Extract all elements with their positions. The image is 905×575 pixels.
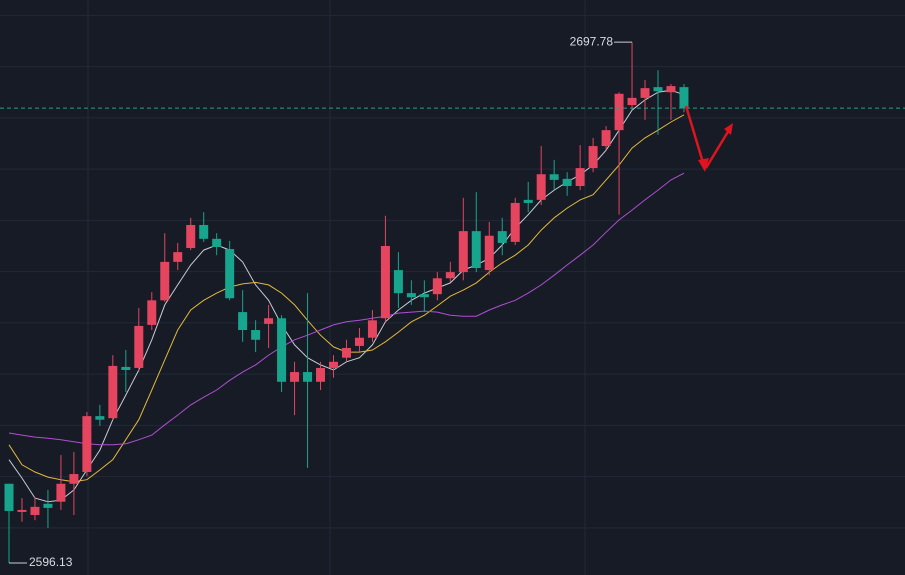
high-label: 2697.78 [570,34,614,48]
candle-body [290,372,300,382]
candles [4,42,689,564]
candle-body [471,231,481,269]
candle-body [562,178,572,187]
candle-body [419,294,429,298]
candle-body [121,366,131,371]
candle-body [238,312,248,331]
candle-body [666,86,676,93]
candle-body [134,325,144,368]
candle-body [303,372,313,382]
candle-body [264,318,274,324]
candle-body [614,93,624,131]
candle-body [653,87,663,92]
candle-body [341,347,351,358]
candle-body [30,506,40,516]
candle-body [225,249,235,299]
candle-body [380,245,390,319]
candle-body [173,252,183,262]
candle-body [458,231,468,273]
arrow-head [698,158,709,172]
candle-body [445,272,455,279]
candle-body [43,503,53,508]
candle-body [329,361,338,368]
candle-body [160,261,170,301]
candle-body [510,202,520,242]
candle-body [640,88,650,98]
candle-body [549,174,559,180]
candle-body [432,278,442,295]
candle-body [367,320,377,338]
candle-body [536,174,546,200]
candle-body [679,87,689,109]
arrow-up [704,129,731,169]
ma-line [8,172,685,446]
candle-body [69,474,79,484]
trend-arrows [684,105,733,172]
candle-body [251,330,261,340]
annotations: 2697.78 2596.13 [0,34,905,569]
candle-body [186,224,196,249]
candle-body [406,293,416,298]
candle-body [316,367,326,382]
candle-body [523,199,533,203]
candle-body [82,416,92,472]
candle-body [393,270,403,294]
candle-body [4,483,14,511]
candle-body [212,238,222,248]
candle-body [497,231,507,243]
candle-body [588,146,598,169]
candle-body [575,168,585,187]
low-label: 2596.13 [29,555,73,569]
candle-body [199,224,209,239]
candle-body [601,130,611,147]
candle-body [627,97,637,106]
candle-body [56,483,66,502]
candle-body [484,235,494,271]
arrow-down [684,105,706,167]
candle-body [147,300,157,325]
candle-body [277,318,287,382]
candle-body [354,337,364,346]
candle-body [108,365,118,419]
arrow-head [724,123,733,135]
candle-body [95,416,105,420]
candle-body [17,509,27,512]
